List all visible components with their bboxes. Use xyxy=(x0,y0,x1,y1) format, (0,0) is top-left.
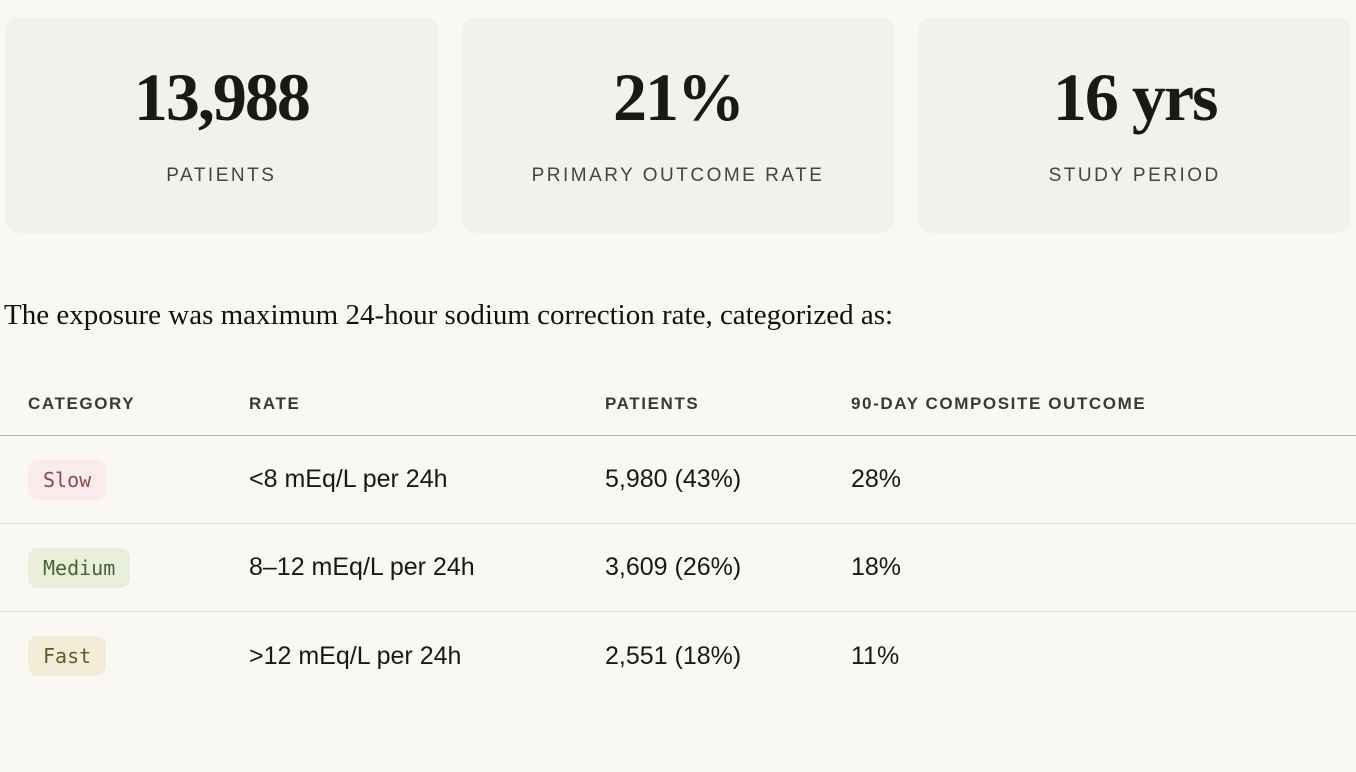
stats-row: 13,988 PATIENTS 21% PRIMARY OUTCOME RATE… xyxy=(0,0,1356,233)
category-cell: Slow xyxy=(28,459,249,500)
category-badge-medium: Medium xyxy=(28,547,131,588)
category-badge-fast: Fast xyxy=(28,636,107,676)
stat-value-primary-outcome-rate: 21% xyxy=(613,59,745,135)
stat-card-patients: 13,988 PATIENTS xyxy=(5,17,438,233)
rate-cell: 8–12 mEq/L per 24h xyxy=(249,553,475,581)
stat-card-study-period: 16 yrs STUDY PERIOD xyxy=(918,17,1352,233)
stat-value-study-period: 16 yrs xyxy=(1052,59,1219,135)
rate-cell: <8 mEq/L per 24h xyxy=(249,465,448,493)
outcome-cell: 11% xyxy=(851,641,900,670)
table-header-row: CATEGORY RATE PATIENTS 90-DAY COMPOSITE … xyxy=(0,394,1356,436)
outcome-cell: 28% xyxy=(851,465,902,493)
table-row-fast: Fast >12 mEq/L per 24h 2,551 (18%) 11% xyxy=(0,612,1356,700)
stat-label-patients: PATIENTS xyxy=(166,165,277,186)
stat-card-primary-outcome-rate: 21% PRIMARY OUTCOME RATE xyxy=(461,17,895,233)
patients-cell: 3,609 (26%) xyxy=(605,553,742,581)
patients-cell: 5,980 (43%) xyxy=(605,465,742,493)
category-badge-slow: Slow xyxy=(28,459,107,500)
rate-cell: >12 mEq/L per 24h xyxy=(249,641,462,670)
column-header-patients: PATIENTS xyxy=(605,394,700,413)
stat-label-primary-outcome-rate: PRIMARY OUTCOME RATE xyxy=(531,165,825,186)
correction-rate-table: CATEGORY RATE PATIENTS 90-DAY COMPOSITE … xyxy=(0,394,1356,700)
column-header-outcome: 90-DAY COMPOSITE OUTCOME xyxy=(851,394,1147,413)
column-header-rate: RATE xyxy=(249,394,301,413)
table-row-slow: Slow <8 mEq/L per 24h 5,980 (43%) 28% xyxy=(0,436,1356,524)
outcome-cell: 18% xyxy=(851,553,902,581)
stat-value-patients: 13,988 xyxy=(133,59,311,135)
column-header-category: CATEGORY xyxy=(28,394,136,413)
table-row-medium: Medium 8–12 mEq/L per 24h 3,609 (26%) 18… xyxy=(0,524,1356,612)
patients-cell: 2,551 (18%) xyxy=(605,641,742,670)
category-cell: Medium xyxy=(28,547,249,588)
exposure-description-text: The exposure was maximum 24-hour sodium … xyxy=(4,299,894,331)
stat-label-study-period: STUDY PERIOD xyxy=(1048,165,1221,186)
category-cell: Fast xyxy=(28,636,249,676)
